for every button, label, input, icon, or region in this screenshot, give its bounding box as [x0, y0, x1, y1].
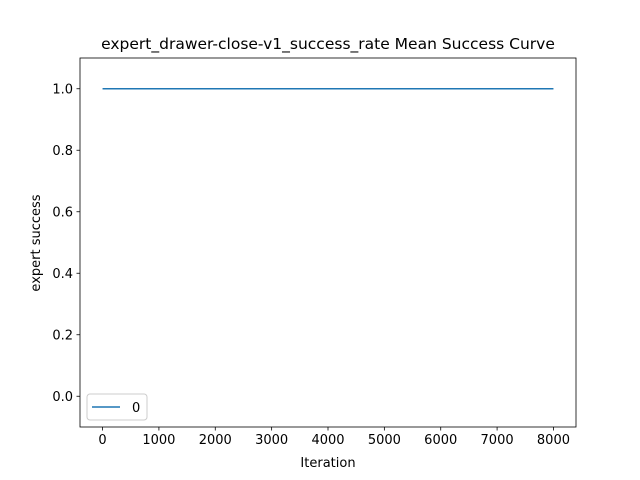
plot-area: 0 1000 2000 3000 4000 5000 6000 7000 8000 0.0 0.2 0…	[52, 57, 577, 448]
x-tick-label: 8000	[537, 433, 570, 448]
x-tick-label: 3000	[255, 433, 288, 448]
y-tick-label: 0.8	[52, 144, 73, 159]
legend: 0	[86, 393, 148, 421]
x-tick-label: 1000	[142, 433, 175, 448]
y-tick-label: 0.2	[52, 328, 73, 343]
x-tick-label: 6000	[424, 433, 457, 448]
y-tick-label: 0.0	[52, 390, 73, 405]
x-tick-label: 7000	[481, 433, 514, 448]
x-tick-label: 4000	[311, 433, 344, 448]
y-tick-label: 1.0	[52, 82, 73, 97]
axes-frame	[79, 57, 577, 428]
x-axis-label: Iteration	[300, 456, 355, 471]
y-axis-label: expert success	[29, 194, 44, 291]
x-tick-label: 5000	[368, 433, 401, 448]
legend-label: 0	[132, 401, 140, 416]
y-tick-label: 0.4	[52, 267, 73, 282]
chart-title: expert_drawer-close-v1_success_rate Mean…	[101, 35, 555, 54]
x-tick-label: 2000	[199, 433, 232, 448]
y-tick-label: 0.6	[52, 205, 73, 220]
x-tick-label: 0	[98, 433, 106, 448]
